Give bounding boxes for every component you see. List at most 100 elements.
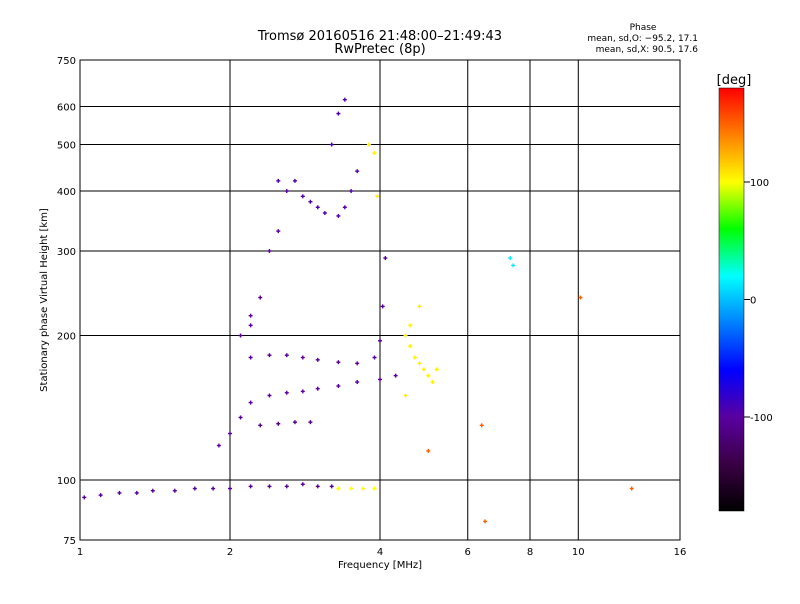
chart-subtitle: RwPretec (8p) — [334, 42, 425, 57]
data-point — [421, 367, 426, 372]
data-point — [308, 420, 313, 425]
data-point — [267, 484, 272, 489]
x-tick-label: 16 — [674, 547, 687, 558]
y-tick-label: 200 — [57, 332, 76, 343]
data-point — [292, 420, 297, 425]
data-point — [248, 400, 253, 405]
y-tick-label: 400 — [57, 187, 76, 198]
data-point — [315, 357, 320, 362]
chart-title: Tromsø 20160516 21:48:00–21:49:43 — [257, 29, 502, 44]
data-point — [276, 421, 281, 426]
x-tick-label: 6 — [465, 547, 471, 558]
data-point — [300, 482, 305, 487]
phase-header: Phase — [630, 23, 657, 33]
y-tick-labels: 75 100 200 300 400 500 600 750 — [57, 56, 76, 547]
data-point — [336, 213, 341, 218]
data-point — [308, 199, 313, 204]
data-point — [248, 484, 253, 489]
y-tick-label: 600 — [57, 103, 76, 114]
data-point — [417, 361, 422, 366]
data-point — [403, 393, 408, 398]
data-point — [248, 313, 253, 318]
data-point — [267, 353, 272, 358]
x-tick-label: 10 — [572, 547, 585, 558]
data-point — [228, 486, 232, 491]
data-point — [82, 495, 87, 500]
data-point — [211, 486, 216, 491]
x-axis-label: Frequency [MHz] — [338, 560, 422, 571]
data-point — [355, 380, 360, 385]
data-point — [412, 355, 417, 360]
data-point — [372, 355, 377, 360]
colorbar-label: [deg] — [717, 73, 752, 88]
data-point — [417, 304, 422, 309]
data-point — [258, 423, 263, 428]
data-point — [300, 389, 305, 394]
phase-stats-o: mean, sd,O: −95.2, 17.1 — [587, 34, 698, 44]
data-point — [511, 263, 516, 268]
data-point — [355, 169, 360, 174]
data-point — [322, 211, 327, 216]
data-point — [408, 323, 413, 328]
colorbar-tick-label: 0 — [750, 296, 756, 307]
data-point — [267, 393, 272, 398]
data-point — [98, 493, 103, 498]
x-tick-label: 2 — [227, 547, 233, 558]
data-point — [349, 486, 354, 491]
data-point — [258, 295, 263, 300]
data-point — [248, 323, 253, 328]
data-point — [150, 488, 155, 493]
data-point — [483, 519, 488, 524]
data-point — [329, 142, 334, 147]
data-point — [284, 484, 289, 489]
data-point — [238, 333, 243, 338]
data-point — [378, 338, 382, 343]
y-tick-label: 500 — [57, 141, 76, 152]
data-point — [372, 151, 377, 156]
data-point — [342, 97, 347, 102]
data-point — [434, 367, 439, 372]
data-point — [508, 256, 513, 261]
data-points — [82, 97, 634, 524]
data-point — [172, 488, 177, 493]
x-tick-label: 8 — [527, 547, 533, 558]
colorbar — [718, 87, 745, 512]
colorbar-tick-label: 100 — [750, 178, 769, 189]
y-axis-label: Stationary phase Virtual Height [km] — [39, 208, 50, 392]
phase-stats-x: mean, sd,X: 90.5, 17.6 — [596, 45, 699, 55]
data-point — [336, 383, 341, 388]
colorbar-ticks: 100 0 -100 — [744, 178, 773, 424]
data-point — [276, 229, 281, 234]
data-point — [284, 189, 289, 194]
data-point — [267, 249, 272, 254]
data-point — [426, 448, 431, 453]
data-point — [292, 178, 297, 183]
data-point — [349, 189, 354, 194]
data-point — [284, 353, 289, 358]
data-point — [380, 304, 385, 309]
data-point — [300, 355, 305, 360]
data-point — [238, 415, 243, 420]
data-point — [378, 377, 382, 382]
data-point — [117, 490, 122, 495]
data-point — [426, 373, 431, 378]
data-point — [393, 373, 398, 378]
data-point — [315, 205, 320, 210]
data-point — [216, 443, 221, 448]
y-tick-label: 300 — [57, 247, 76, 258]
data-point — [629, 486, 634, 491]
data-point — [336, 486, 341, 491]
data-point — [315, 484, 320, 489]
data-point — [408, 344, 413, 349]
data-point — [366, 142, 371, 147]
x-tick-label: 1 — [77, 547, 83, 558]
y-tick-label: 750 — [57, 56, 76, 67]
data-point — [248, 355, 253, 360]
data-point — [375, 194, 380, 199]
data-point — [329, 484, 334, 489]
data-point — [228, 431, 232, 436]
data-point — [284, 390, 289, 395]
data-point — [430, 380, 435, 385]
data-point — [361, 486, 366, 491]
